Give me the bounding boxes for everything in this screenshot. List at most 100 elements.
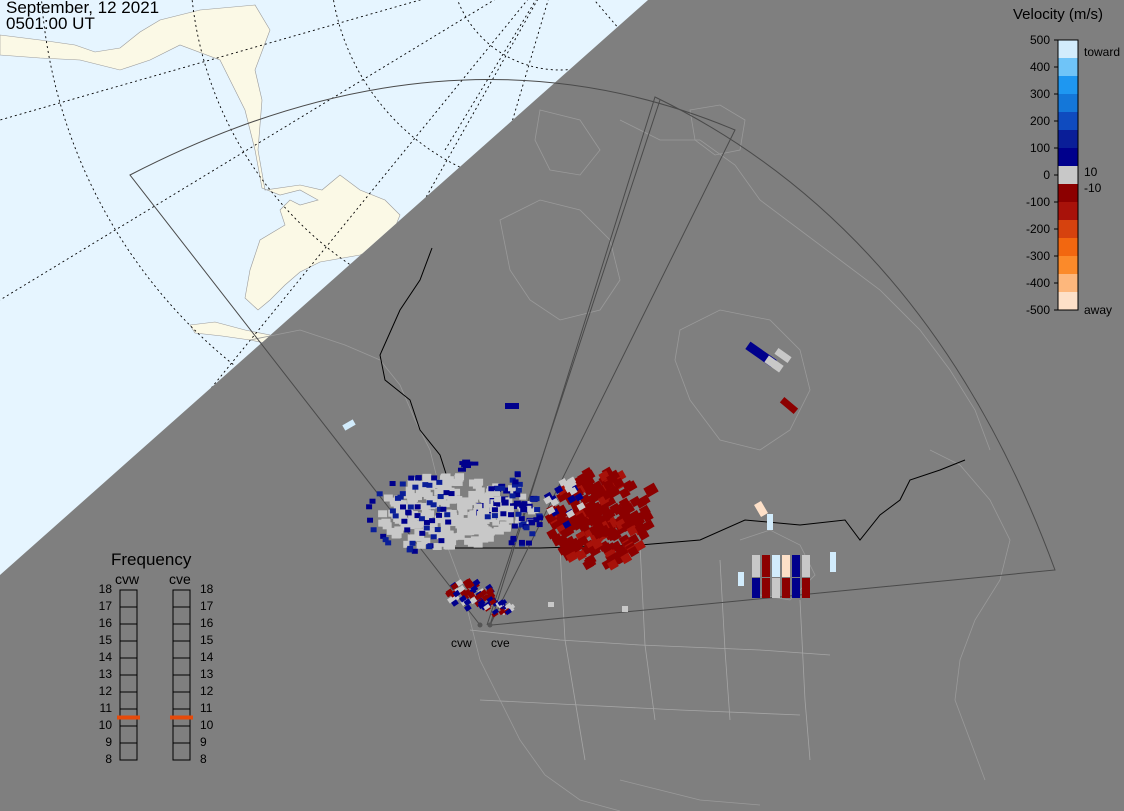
scatter-cell xyxy=(406,547,413,553)
scatter-cell xyxy=(389,508,396,514)
frequency-scale-label-right: 15 xyxy=(200,633,214,647)
frequency-scale-label-left: 14 xyxy=(98,650,112,664)
frequency-scale-label-left: 8 xyxy=(105,752,112,766)
frequency-marker xyxy=(117,715,140,720)
scatter-cell xyxy=(405,510,412,516)
scatter-cell xyxy=(508,512,515,518)
frequency-scale-label-right: 14 xyxy=(200,650,214,664)
scatter-cell xyxy=(441,492,451,500)
scatter-cell xyxy=(464,537,474,545)
date-label: September, 12 2021 xyxy=(6,0,160,17)
scatter-cell xyxy=(618,497,631,509)
scatter-cell xyxy=(601,488,614,501)
scatter-cell xyxy=(463,502,473,510)
scatter-cell xyxy=(486,596,495,604)
scatter-cell xyxy=(494,486,501,492)
scatter-cell xyxy=(503,525,511,532)
radar-label-cve: cve xyxy=(491,636,510,650)
frequency-scale-label-right: 10 xyxy=(200,718,214,732)
scatter-cell xyxy=(779,397,799,414)
scatter-cell xyxy=(782,555,790,577)
scatter-cell xyxy=(469,596,478,605)
scatter-cell xyxy=(548,602,554,607)
scatter-cell xyxy=(434,527,441,533)
frequency-scale-label-right: 16 xyxy=(200,616,214,630)
scatter-cell xyxy=(467,591,476,599)
scatter-cell xyxy=(529,496,536,502)
scatter-cell xyxy=(391,531,401,539)
velocity-away-label: away xyxy=(1084,303,1113,317)
colorbar-swatch xyxy=(1058,130,1078,149)
scatter-cell xyxy=(492,490,500,497)
scatter-cell xyxy=(508,540,515,546)
scatter-cell xyxy=(392,513,399,519)
scatter-cell xyxy=(382,522,392,530)
scatter-cell xyxy=(428,496,438,504)
scatter-cell xyxy=(367,517,374,523)
scatter-cell xyxy=(497,513,505,520)
scatter-cell xyxy=(830,552,836,572)
scatter-cell xyxy=(525,540,532,546)
scatter-cell xyxy=(443,490,450,496)
scatter-cell xyxy=(440,500,450,508)
scatter-cell xyxy=(546,506,556,515)
scatter-cell xyxy=(445,588,454,596)
frequency-scale-label-right: 17 xyxy=(200,599,214,613)
scatter-cell xyxy=(438,539,448,547)
scatter-cell xyxy=(397,500,407,508)
scatter-cell xyxy=(459,595,467,603)
scatter-cell xyxy=(457,467,466,472)
velocity-tick: 500 xyxy=(1029,33,1050,47)
scatter-cell xyxy=(463,588,472,597)
scatter-cell xyxy=(568,486,578,496)
scatter-cell xyxy=(485,528,495,536)
scatter-cell xyxy=(536,522,543,528)
scatter-cell xyxy=(494,496,502,503)
colorbar-swatch xyxy=(1058,274,1078,293)
scatter-cell xyxy=(518,522,525,528)
scatter-cell xyxy=(610,540,622,553)
scatter-cell xyxy=(515,511,522,517)
scatter-cell xyxy=(550,507,560,517)
scatter-cell xyxy=(408,514,418,522)
scatter-cell xyxy=(463,604,472,612)
scatter-cell xyxy=(489,598,497,606)
scatter-cell xyxy=(481,499,489,506)
scatter-cell xyxy=(470,516,480,524)
scatter-cell xyxy=(426,544,433,550)
scatter-cell xyxy=(393,504,403,512)
scatter-cell xyxy=(477,511,485,518)
scatter-cell xyxy=(767,514,773,530)
scatter-cell xyxy=(752,578,760,598)
scatter-cell xyxy=(380,533,387,539)
scatter-cell xyxy=(409,540,416,546)
scatter-cell xyxy=(554,485,564,494)
frequency-scale-label-right: 18 xyxy=(200,582,214,596)
scatter-cell xyxy=(440,518,450,526)
frequency-scale-label-right: 9 xyxy=(200,735,207,749)
frequency-title: Frequency xyxy=(111,550,192,569)
scatter-cell xyxy=(426,500,433,506)
scatter-cell xyxy=(400,523,410,531)
scatter-cell xyxy=(398,508,408,516)
scatter-cell xyxy=(443,542,453,550)
scatter-cell xyxy=(394,526,404,534)
scatter-cell xyxy=(462,578,471,587)
scatter-cell xyxy=(428,527,438,535)
scatter-cell xyxy=(499,524,507,531)
scatter-cell xyxy=(772,578,780,598)
scatter-cell xyxy=(366,504,373,510)
scatter-cell xyxy=(550,497,560,507)
scatter-cell xyxy=(438,538,445,544)
scatter-cell xyxy=(762,555,770,577)
scatter-cell xyxy=(465,518,475,526)
scatter-cell xyxy=(558,477,568,487)
scatter-cell xyxy=(437,506,444,512)
colorbar-swatch xyxy=(1058,166,1078,185)
scatter-cell xyxy=(412,484,419,490)
scatter-cells xyxy=(342,341,836,618)
scatter-cell xyxy=(423,511,433,519)
frequency-scale-label-right: 12 xyxy=(200,684,214,698)
frequency-scale-label-right: 13 xyxy=(200,667,214,681)
scatter-cell xyxy=(437,482,447,490)
